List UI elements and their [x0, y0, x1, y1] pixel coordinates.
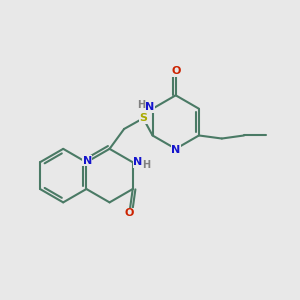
Text: N: N	[145, 102, 154, 112]
Text: O: O	[124, 208, 134, 218]
Text: N: N	[82, 156, 92, 166]
Text: N: N	[171, 145, 180, 154]
Text: O: O	[171, 66, 180, 76]
Text: N: N	[134, 157, 143, 167]
Text: H: H	[137, 100, 145, 110]
Text: S: S	[139, 113, 147, 123]
Text: H: H	[142, 160, 150, 170]
